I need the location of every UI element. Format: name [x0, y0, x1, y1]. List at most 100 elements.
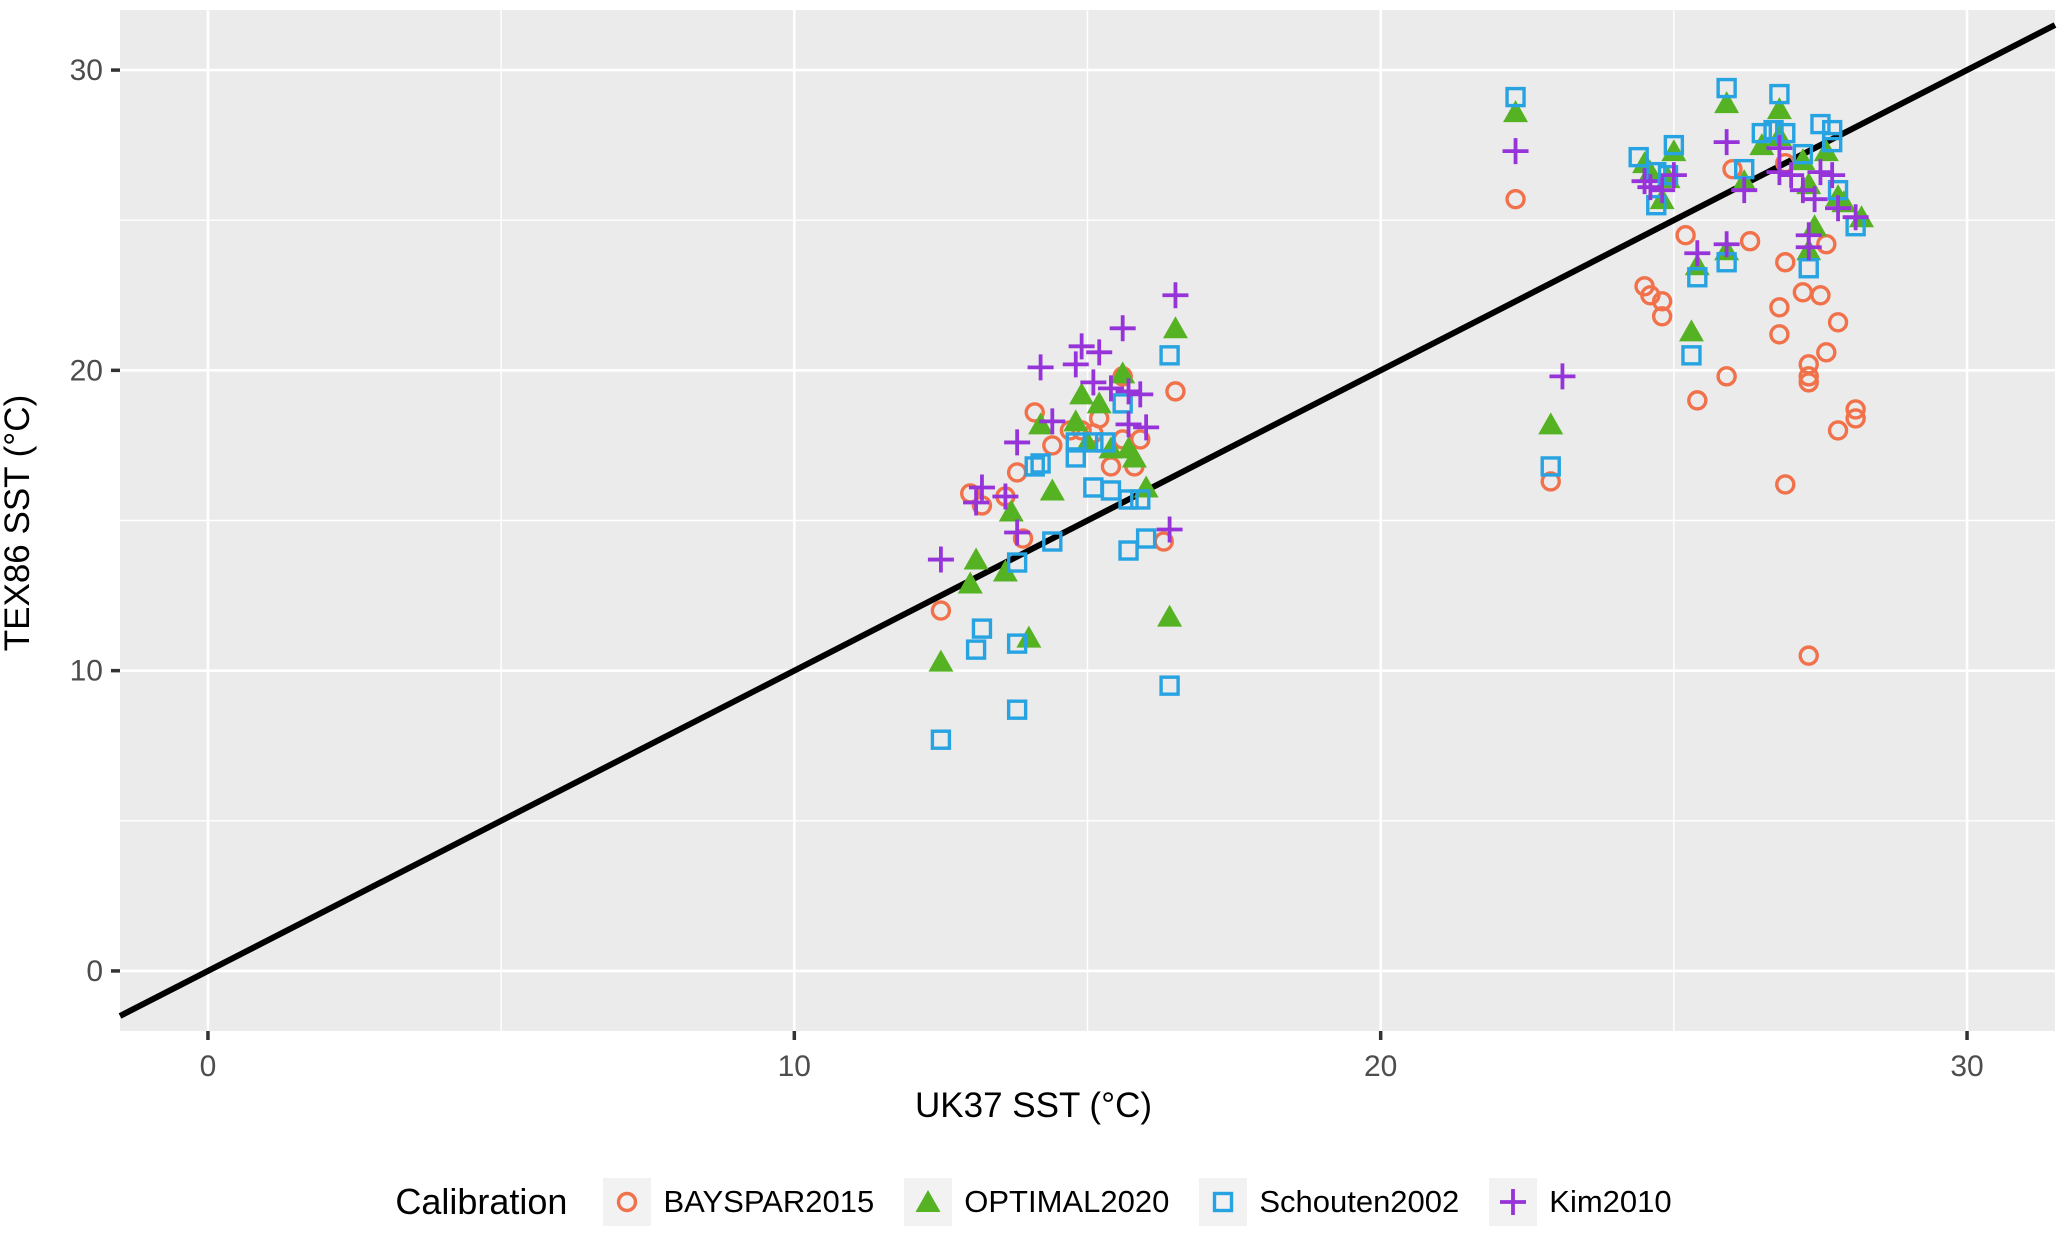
- triangle-marker-icon: [904, 1178, 953, 1226]
- open-circle-marker: [1687, 390, 1708, 411]
- open-circle-marker: [1798, 645, 1819, 666]
- filled-triangle-marker: [1661, 139, 1687, 162]
- open-square-marker: [1118, 540, 1139, 561]
- plus-marker: [992, 483, 1019, 510]
- filled-triangle-marker: [957, 571, 983, 594]
- filled-triangle-marker: [1714, 91, 1740, 114]
- plus-marker: [1109, 315, 1136, 342]
- open-square-marker: [1775, 122, 1796, 144]
- y-tick-label: 30: [70, 54, 103, 87]
- filled-triangle-marker: [963, 547, 989, 570]
- plus-marker: [1127, 381, 1154, 408]
- open-square-marker: [1135, 528, 1157, 549]
- open-circle-marker: [1165, 381, 1186, 402]
- plus-marker: [1795, 234, 1822, 261]
- open-circle-marker: [1651, 291, 1673, 312]
- plus-marker: [1502, 138, 1529, 165]
- filled-triangle-marker: [992, 559, 1018, 582]
- plus-marker: [1133, 414, 1160, 441]
- filled-triangle-marker: [1162, 316, 1188, 339]
- legend-item-bayspar2015[interactable]: BAYSPAR2015: [603, 1178, 874, 1226]
- plus-marker: [1027, 354, 1054, 381]
- open-square-marker: [1716, 77, 1737, 99]
- open-square-marker: [1159, 675, 1180, 696]
- open-square-marker: [1024, 456, 1045, 477]
- open-circle-marker: [1798, 372, 1819, 393]
- filled-triangle-marker: [1039, 478, 1065, 501]
- open-circle-marker: [1769, 297, 1790, 318]
- open-square-marker: [1810, 113, 1831, 135]
- open-square-marker: [1821, 119, 1843, 141]
- plus-marker: [1039, 408, 1066, 435]
- x-tick-label: 0: [200, 1050, 217, 1083]
- filled-triangle-marker: [1678, 319, 1704, 342]
- plus-marker: [1086, 339, 1113, 366]
- legend-label: BAYSPAR2015: [663, 1184, 875, 1219]
- open-circle-marker: [1845, 399, 1866, 420]
- filled-triangle-marker: [1121, 445, 1147, 468]
- open-square-marker: [1769, 83, 1790, 105]
- plus-marker: [1713, 231, 1740, 258]
- x-tick-label: 30: [1950, 1050, 1983, 1083]
- filled-triangle-marker: [1028, 412, 1054, 435]
- circle-marker-glyph: [617, 1191, 638, 1213]
- open-circle-marker: [1651, 306, 1673, 327]
- square-marker-icon: [1199, 1178, 1248, 1226]
- plus-marker: [1684, 240, 1711, 267]
- filled-triangle-marker: [1766, 97, 1792, 120]
- open-square-marker: [1006, 552, 1028, 573]
- x-tick-label: 10: [778, 1050, 811, 1083]
- open-square-marker: [1042, 531, 1063, 552]
- y-tick-label: 0: [86, 955, 103, 988]
- filled-triangle-marker: [1016, 625, 1042, 648]
- open-circle-marker: [1816, 342, 1837, 363]
- filled-triangle-marker: [1157, 604, 1183, 627]
- open-square-marker: [1646, 194, 1667, 216]
- y-tick-label: 20: [70, 354, 103, 387]
- open-circle-marker: [1024, 402, 1045, 423]
- plus-marker: [1004, 429, 1031, 456]
- plus-marker: [1156, 516, 1183, 543]
- plus-marker: [963, 489, 990, 516]
- open-square-marker: [1083, 432, 1104, 453]
- plus-marker: [1115, 378, 1142, 405]
- open-circle-marker: [1722, 158, 1743, 180]
- filled-triangle-marker: [915, 1190, 941, 1212]
- filled-triangle-marker: [1538, 412, 1564, 435]
- plus-marker: [1778, 162, 1805, 189]
- open-circle-marker: [1810, 285, 1831, 306]
- series-Kim2010: [927, 129, 1869, 573]
- open-square-marker: [1751, 122, 1773, 144]
- open-square-marker: [1792, 143, 1814, 165]
- open-square-marker: [1687, 267, 1708, 288]
- filled-triangle-marker: [1086, 391, 1112, 414]
- open-square-marker: [1159, 345, 1180, 366]
- legend-item-schouten2002[interactable]: Schouten2002: [1199, 1178, 1459, 1226]
- legend-item-kim2010[interactable]: Kim2010: [1489, 1178, 1672, 1226]
- open-square-marker: [1112, 393, 1133, 414]
- open-circle-marker: [930, 600, 952, 621]
- plus-marker: [1097, 375, 1124, 402]
- open-square-marker: [1006, 633, 1028, 654]
- y-axis-title: TEX86 SST (°C): [0, 394, 37, 652]
- legend-label: Kim2010: [1549, 1184, 1672, 1219]
- filled-triangle-marker: [1075, 430, 1100, 453]
- plus-marker: [1660, 162, 1687, 189]
- plus-marker: [927, 546, 954, 573]
- plus-marker: [1819, 162, 1846, 189]
- legend: Calibration BAYSPAR2015 OPTIMAL2020 Scho…: [0, 1178, 2067, 1226]
- open-square-marker: [1540, 456, 1561, 477]
- open-circle-marker: [1827, 420, 1849, 441]
- plus-marker: [1713, 129, 1740, 156]
- open-circle-marker: [1775, 474, 1796, 495]
- plus-marker: [1500, 1189, 1527, 1215]
- legend-item-optimal2020[interactable]: OPTIMAL2020: [904, 1178, 1169, 1226]
- plus-marker: [1631, 168, 1658, 195]
- plus-marker: [1825, 195, 1852, 222]
- x-axis-title: UK37 SST (°C): [914, 1086, 1153, 1125]
- open-square-marker: [1094, 432, 1116, 453]
- x-tick-label: 20: [1364, 1050, 1397, 1083]
- legend-label: OPTIMAL2020: [964, 1184, 1170, 1219]
